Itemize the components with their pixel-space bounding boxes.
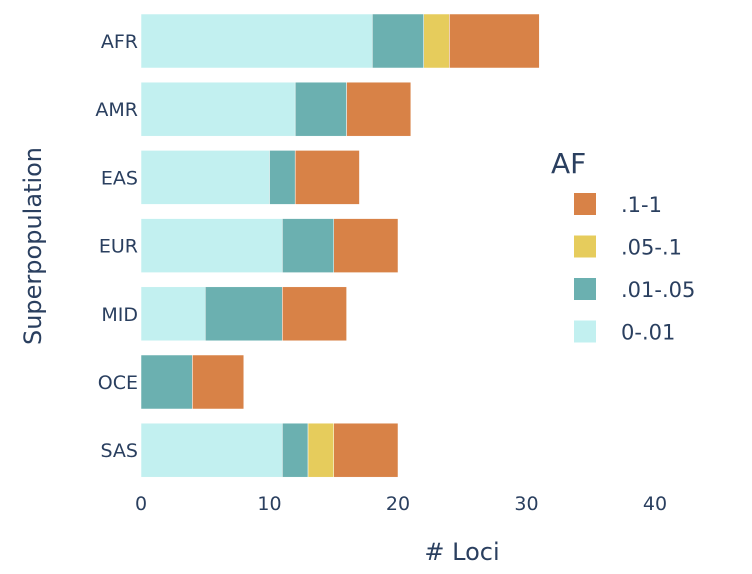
bar-afr-05-1	[423, 13, 450, 69]
bar-sas-01-05	[282, 422, 309, 478]
legend-label-01-05: .01-.05	[621, 278, 695, 302]
bar-eas-0-01	[140, 150, 270, 205]
x-tick-label-0: 0	[135, 493, 147, 515]
legend-label-0-01: 0-.01	[621, 321, 675, 345]
bar-mid-01-05	[205, 286, 283, 342]
bar-eur-0-01	[140, 218, 283, 273]
legend-label-1-1: .1-1	[621, 193, 662, 217]
bars-group	[140, 13, 540, 478]
legend: AF .1-1 .05-.1 .01-.05 0-.01	[551, 147, 695, 345]
x-tick-label-40: 40	[643, 493, 667, 515]
y-tick-label-afr: AFR	[101, 31, 138, 53]
bar-amr-0-01	[140, 81, 296, 137]
legend-swatch-1-1	[574, 193, 596, 215]
y-tick-labels: AFR AMR EAS EUR MID OCE SAS	[95, 31, 138, 462]
bar-sas-1-1	[333, 422, 399, 478]
legend-swatch-0-01	[574, 320, 596, 343]
x-axis-title: # Loci	[424, 538, 499, 566]
bar-amr-01-05	[294, 81, 347, 137]
legend-swatch-01-05	[574, 278, 596, 300]
bar-mid-0-01	[140, 286, 206, 342]
bar-eas-01-05	[269, 150, 296, 205]
legend-label-05-1: .05-.1	[621, 236, 682, 260]
bar-eas-1-1	[294, 150, 360, 205]
bar-sas-05-1	[307, 422, 334, 478]
bar-mid-1-1	[282, 286, 347, 342]
y-tick-label-sas: SAS	[101, 440, 138, 462]
legend-title: AF	[551, 147, 586, 180]
y-tick-label-eas: EAS	[101, 167, 138, 189]
bar-afr-0-01	[140, 13, 373, 69]
y-tick-label-mid: MID	[101, 304, 138, 326]
y-tick-label-amr: AMR	[95, 99, 138, 121]
bar-afr-01-05	[372, 13, 424, 69]
bar-oce-1-1	[192, 354, 245, 410]
bar-afr-1-1	[449, 13, 540, 69]
x-tick-label-30: 30	[514, 493, 538, 515]
y-tick-label-oce: OCE	[98, 372, 138, 394]
y-tick-label-eur: EUR	[99, 236, 138, 258]
bar-sas-0-01	[140, 422, 283, 478]
bar-eur-1-1	[333, 218, 399, 273]
y-axis-title: Superpopulation	[19, 147, 47, 345]
bar-eur-01-05	[282, 218, 335, 273]
x-tick-label-20: 20	[386, 493, 410, 515]
bar-oce-01-05	[140, 354, 193, 410]
bar-amr-1-1	[346, 81, 412, 137]
x-tick-labels: 0 10 20 30 40	[135, 493, 667, 515]
x-tick-label-10: 10	[257, 493, 281, 515]
legend-swatch-05-1	[574, 235, 596, 258]
